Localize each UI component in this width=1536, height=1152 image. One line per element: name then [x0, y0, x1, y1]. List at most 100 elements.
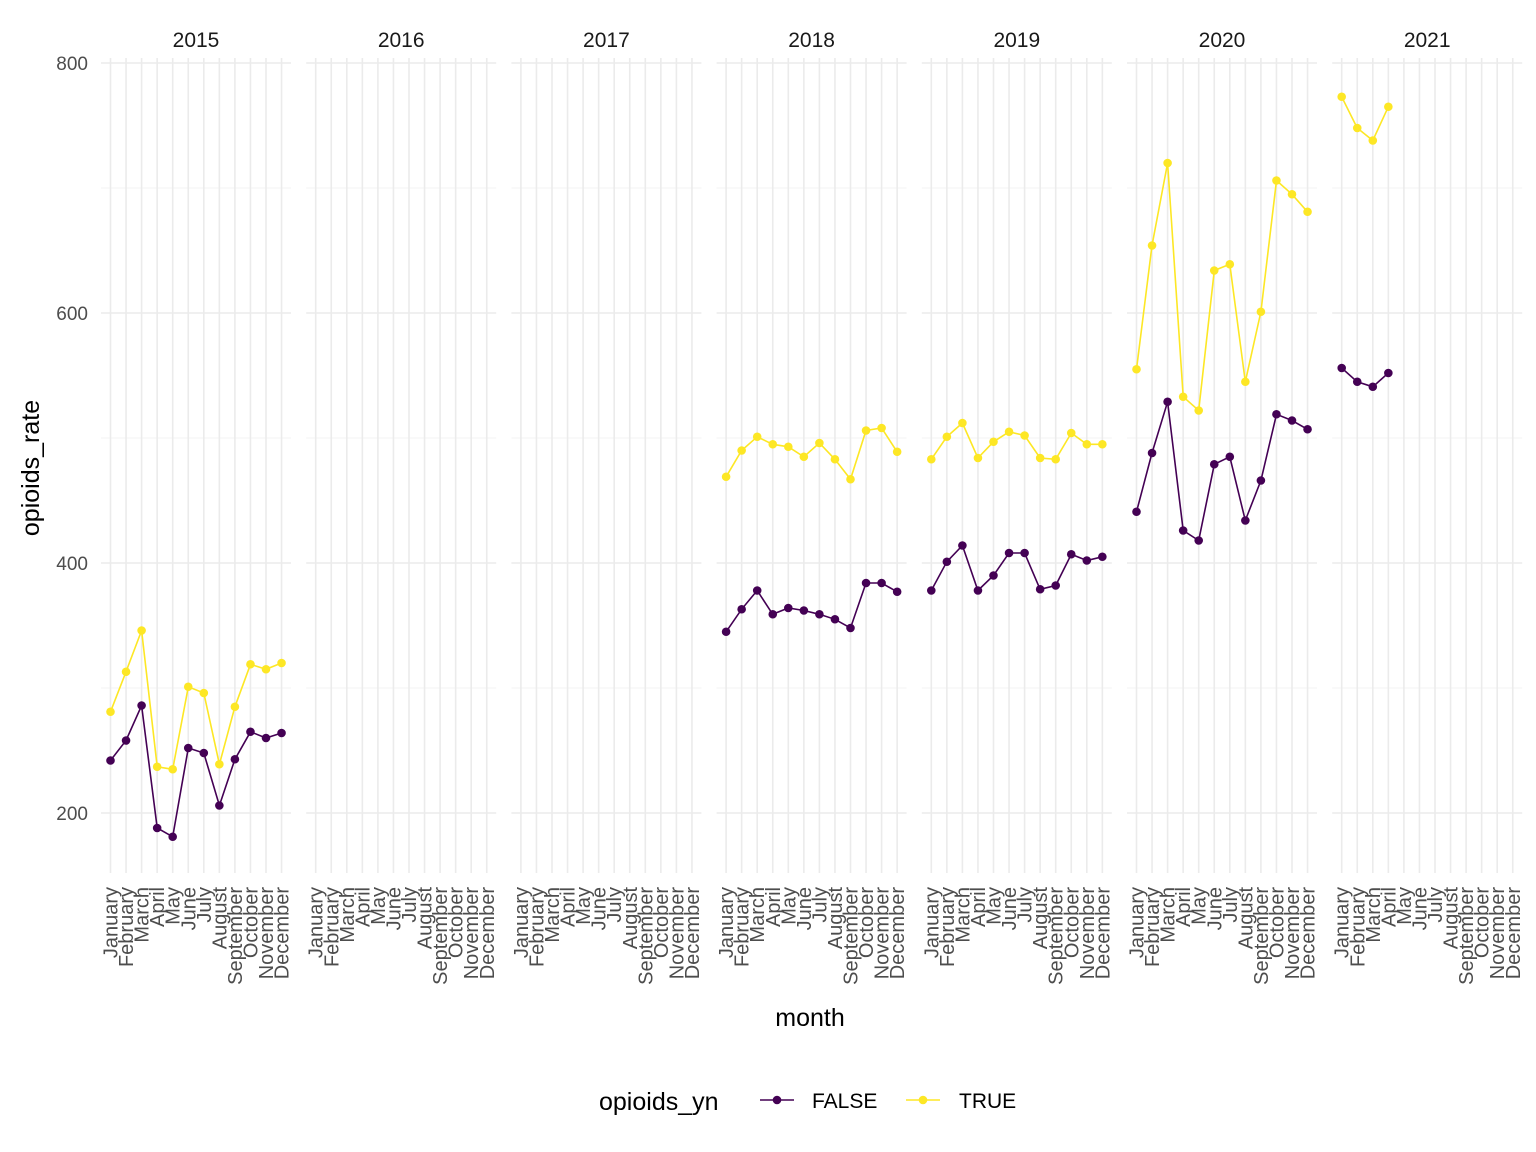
data-point	[861, 426, 871, 435]
data-point	[183, 682, 193, 692]
data-point	[830, 614, 840, 624]
x-tick-label: February	[321, 887, 343, 967]
data-point	[942, 557, 952, 567]
facet-label-2021: 2021	[1404, 29, 1451, 52]
facet-label-2015: 2015	[173, 29, 220, 52]
data-point	[1178, 526, 1188, 535]
x-tick-label: March	[132, 887, 154, 943]
series-line-false-2015	[109, 702, 282, 839]
data-point	[721, 627, 731, 637]
series-line-false-2019	[930, 543, 1103, 592]
x-tick-label: August	[415, 887, 437, 950]
data-point	[737, 446, 746, 455]
x-tick-label: October	[856, 887, 878, 958]
series-line-true-2020	[1135, 162, 1309, 413]
data-point	[152, 762, 162, 772]
data-point	[1368, 136, 1378, 145]
data-point	[846, 474, 855, 484]
data-point	[1337, 363, 1346, 373]
series-line-true-2015	[109, 630, 282, 771]
x-tick-label: November	[666, 887, 688, 980]
y-tick-label: 800	[56, 54, 88, 75]
data-point	[1098, 552, 1107, 562]
data-point	[1272, 176, 1281, 185]
x-tick-label: November	[1487, 887, 1509, 980]
data-point	[106, 707, 115, 717]
x-tick-label: January	[1332, 887, 1354, 958]
x-tick-label: October	[651, 887, 673, 958]
data-point	[721, 472, 731, 482]
x-tick-label: October	[446, 887, 468, 958]
data-point	[1004, 427, 1014, 437]
x-tick-label: March	[952, 887, 974, 943]
data-point	[1352, 123, 1362, 133]
data-point	[1241, 516, 1250, 525]
x-tick-label: February	[732, 887, 754, 967]
grid-layer	[101, 58, 1523, 873]
x-tick-label: January	[511, 887, 533, 958]
data-point	[1051, 454, 1060, 464]
x-tick-label: February	[937, 887, 959, 967]
x-tick-label: July	[809, 887, 831, 923]
x-tick-label: October	[1472, 887, 1494, 958]
facet-label-2019: 2019	[993, 29, 1040, 52]
facet-label-2017: 2017	[583, 29, 630, 52]
x-tick-label: November	[1077, 887, 1099, 980]
x-tick-label: November	[1282, 887, 1304, 980]
legend-item-false: FALSE	[760, 1090, 877, 1113]
y-tick-label: 200	[56, 804, 88, 825]
facet-label-2016: 2016	[378, 29, 425, 52]
x-tick-label: May	[573, 887, 595, 925]
series-line-true-2021	[1340, 96, 1390, 142]
x-tick-label: September	[225, 887, 247, 985]
x-tick-label: August	[1030, 887, 1052, 950]
x-tick-label: April	[1378, 887, 1400, 927]
x-tick-label: June	[1204, 887, 1226, 930]
x-tick-label: June	[999, 887, 1021, 930]
data-point	[877, 578, 886, 588]
y-axis: 200 400 600 800	[56, 54, 88, 825]
data-point	[830, 454, 840, 464]
data-point	[261, 664, 271, 674]
data-point	[1147, 241, 1157, 250]
x-tick-label: August	[825, 887, 847, 950]
data-point	[1384, 102, 1393, 112]
data-point	[1082, 556, 1092, 565]
data-point	[799, 606, 809, 615]
x-tick-label: March	[747, 887, 769, 943]
data-point	[261, 733, 271, 743]
x-tick-label: January	[716, 887, 738, 958]
x-tick-label: January	[921, 887, 943, 958]
series-line-true-2018	[725, 427, 898, 481]
data-point	[277, 658, 286, 668]
data-point	[230, 754, 240, 764]
legend: opioids_yn FALSE TRUE	[599, 1088, 1016, 1116]
x-tick-label: September	[430, 887, 452, 985]
x-tick-label: August	[1441, 887, 1463, 950]
data-point	[1035, 584, 1045, 594]
data-point	[1194, 406, 1203, 415]
x-tick-label: April	[352, 887, 374, 927]
data-point	[1194, 536, 1203, 545]
data-point	[799, 452, 809, 462]
series-layer	[106, 92, 1393, 842]
x-tick-label: July	[399, 887, 421, 923]
data-point	[152, 823, 162, 833]
legend-items: FALSE TRUE	[760, 1090, 1016, 1113]
data-point	[137, 626, 146, 635]
data-point	[1287, 189, 1297, 199]
data-point	[1337, 92, 1346, 102]
data-point	[815, 609, 824, 619]
x-tick-label: September	[1456, 887, 1478, 985]
y-tick-label: 400	[56, 554, 88, 575]
data-point	[168, 764, 177, 774]
x-tick-label: November	[256, 887, 278, 980]
x-tick-label: May	[1394, 887, 1416, 925]
x-tick-label: October	[1061, 887, 1083, 958]
data-point	[927, 586, 936, 595]
data-point	[183, 743, 193, 753]
x-tick-label: March	[337, 887, 359, 943]
x-tick-label: December	[1298, 887, 1320, 980]
data-point	[1082, 439, 1092, 449]
data-point	[1303, 207, 1312, 217]
